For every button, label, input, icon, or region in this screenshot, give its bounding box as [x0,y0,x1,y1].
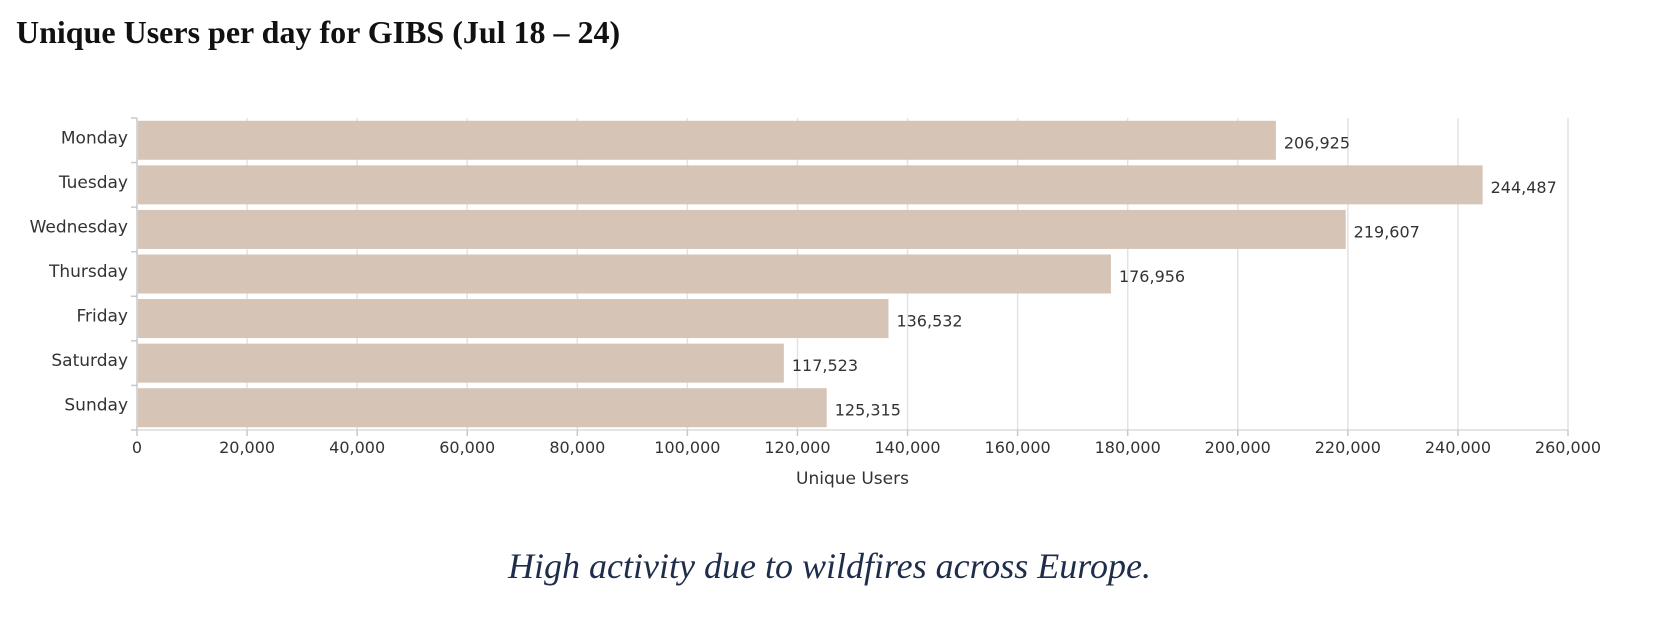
bar-sunday [138,388,827,428]
x-tick-label-6: 120,000 [764,438,830,457]
x-tick-label-12: 240,000 [1425,438,1491,457]
axes [131,117,1569,436]
labels: 0 20,000 40,000 60,000 80,000 100,000 120,000 1… [30,128,1602,457]
bar-tuesday [138,165,1483,205]
category-label-monday: Monday [61,128,128,148]
x-axis-title: Unique Users [796,469,909,489]
x-tick-label-0: 0 [132,438,142,457]
value-label-saturday: 117,523 [792,356,858,375]
value-label-thursday: 176,956 [1119,267,1185,286]
x-tick-label-7: 140,000 [874,438,940,457]
category-label-wednesday: Wednesday [30,217,128,237]
bar-saturday [138,343,784,383]
category-label-thursday: Thursday [48,262,128,282]
bar-monday [138,120,1276,160]
x-tick-label-5: 100,000 [654,438,720,457]
x-tick-label-4: 80,000 [549,438,605,457]
value-label-friday: 136,532 [896,312,962,331]
x-tick-label-3: 60,000 [439,438,495,457]
value-label-monday: 206,925 [1284,133,1350,152]
value-label-tuesday: 244,487 [1491,178,1557,197]
x-tick-label-11: 220,000 [1315,438,1381,457]
x-tick-label-8: 160,000 [985,438,1051,457]
bar-wednesday [138,209,1346,249]
x-tick-label-9: 180,000 [1095,438,1161,457]
category-label-friday: Friday [76,307,128,327]
bar-friday [138,299,889,339]
category-label-saturday: Saturday [51,351,128,371]
x-tick-label-2: 40,000 [329,438,385,457]
category-label-tuesday: Tuesday [58,173,128,193]
x-tick-label-13: 260,000 [1535,438,1601,457]
x-tick-label-10: 200,000 [1205,438,1271,457]
bars [138,120,1483,428]
value-label-sunday: 125,315 [835,401,901,420]
chart-title: Unique Users per day for GIBS (Jul 18 – … [16,14,621,50]
value-label-wednesday: 219,607 [1354,222,1420,241]
x-tick-label-1: 20,000 [219,438,275,457]
bar-thursday [138,254,1111,294]
bar-chart: 0 20,000 40,000 60,000 80,000 100,000 120,000 1… [30,117,1602,489]
category-label-sunday: Sunday [64,396,128,416]
caption: High activity due to wildfires across Eu… [508,546,1151,586]
